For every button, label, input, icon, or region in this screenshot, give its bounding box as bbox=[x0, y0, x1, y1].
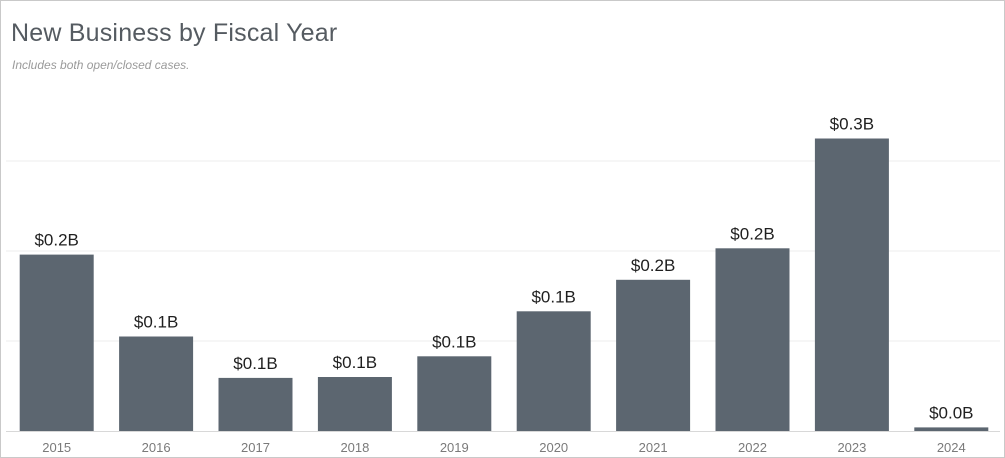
chart-subtitle: Includes both open/closed cases. bbox=[12, 58, 190, 72]
bar-2024 bbox=[914, 427, 989, 431]
value-label-2021: $0.2B bbox=[631, 256, 675, 275]
bar-2016 bbox=[119, 336, 194, 431]
x-tick-2023: 2023 bbox=[837, 440, 866, 455]
value-label-2018: $0.1B bbox=[333, 353, 377, 372]
x-tick-2021: 2021 bbox=[639, 440, 668, 455]
x-tick-2022: 2022 bbox=[738, 440, 767, 455]
chart-title: New Business by Fiscal Year bbox=[11, 19, 338, 47]
x-tick-2019: 2019 bbox=[440, 440, 469, 455]
x-tick-2024: 2024 bbox=[937, 440, 966, 455]
value-label-2015: $0.2B bbox=[34, 231, 78, 250]
bar-2017 bbox=[218, 377, 293, 431]
bar-2020 bbox=[516, 311, 591, 431]
bar-2021 bbox=[616, 279, 691, 431]
bar-2019 bbox=[417, 356, 492, 431]
bars bbox=[19, 138, 989, 431]
value-label-2019: $0.1B bbox=[432, 332, 476, 351]
value-label-2024: $0.0B bbox=[929, 403, 973, 422]
value-labels: $0.2B $0.1B $0.1B $0.1B $0.1B $0.1B $0.2B $0.2B… bbox=[34, 115, 973, 423]
x-axis-ticks: 2015 2016 2017 2018 2019 2020 2021 2022 2023 2024 bbox=[42, 440, 966, 455]
value-label-2022: $0.2B bbox=[730, 224, 774, 243]
value-label-2023: $0.3B bbox=[830, 115, 874, 134]
bar-2023 bbox=[814, 138, 889, 431]
value-label-2017: $0.1B bbox=[233, 354, 277, 373]
bar-2015 bbox=[19, 254, 94, 431]
value-label-2020: $0.1B bbox=[531, 287, 575, 306]
value-label-2016: $0.1B bbox=[134, 313, 178, 332]
bar-2022 bbox=[715, 248, 790, 431]
x-tick-2015: 2015 bbox=[42, 440, 71, 455]
x-tick-2020: 2020 bbox=[539, 440, 568, 455]
x-tick-2017: 2017 bbox=[241, 440, 270, 455]
bar-2018 bbox=[317, 377, 392, 431]
x-tick-2018: 2018 bbox=[340, 440, 369, 455]
x-tick-2016: 2016 bbox=[142, 440, 171, 455]
